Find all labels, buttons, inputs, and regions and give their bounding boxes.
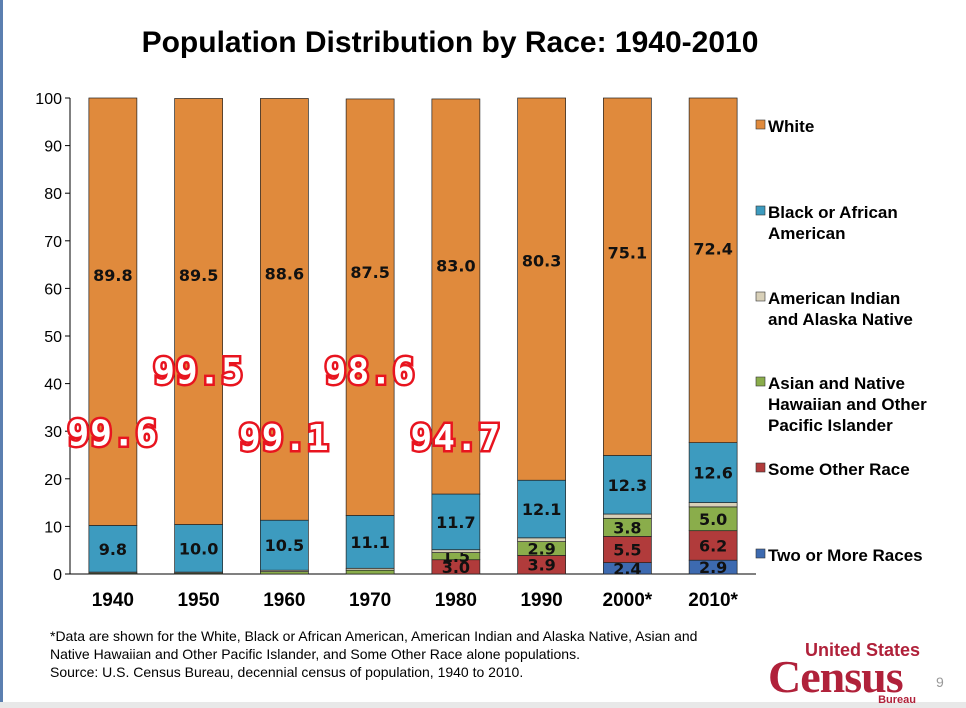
- page-number: 9: [936, 674, 944, 690]
- slide-bottom-border: [0, 702, 966, 708]
- bar-segment: [603, 97, 652, 456]
- slide-left-border: [0, 0, 3, 708]
- legend-label: Some Other Race: [768, 460, 910, 479]
- bar-data-label: 88.6: [265, 264, 304, 283]
- legend-swatch: [755, 548, 766, 559]
- footnote-line-2: Native Hawaiian and Other Pacific Island…: [50, 646, 580, 662]
- legend-swatch: [755, 376, 766, 387]
- bar-segment: [174, 98, 223, 525]
- census-bureau-logo: United States Census Bureau: [768, 640, 928, 706]
- x-tick-label: 1940: [92, 590, 134, 611]
- bar-data-label: 72.4: [693, 239, 732, 258]
- y-tick-label: 100: [35, 91, 62, 108]
- bar-segment: [688, 502, 738, 508]
- bar-data-label: 6.2: [699, 536, 727, 555]
- y-tick-label: 30: [44, 424, 62, 441]
- bar-segment: [260, 571, 309, 575]
- x-tick-label: 2010*: [688, 590, 738, 611]
- bar-segment: [88, 97, 138, 526]
- y-tick-label: 50: [44, 329, 62, 346]
- legend-label: American Indian and Alaska Native: [768, 289, 913, 329]
- bar-segment: [431, 98, 481, 495]
- x-tick-label: 2000*: [603, 590, 653, 611]
- bar-data-label: 10.5: [265, 536, 304, 555]
- legend-swatch: [755, 205, 766, 216]
- legend-label: White: [768, 117, 814, 136]
- y-tick-label: 10: [44, 519, 62, 536]
- chart-title: Population Distribution by Race: 1940-20…: [141, 26, 759, 59]
- bar-data-label: 2.9: [699, 558, 727, 577]
- x-tick-label: 1960: [263, 590, 305, 611]
- y-tick-label: 0: [53, 567, 62, 584]
- y-tick-label: 80: [44, 186, 62, 203]
- y-tick-label: 60: [44, 281, 62, 298]
- logo-main-text: Census: [768, 651, 904, 702]
- bar-data-label: 87.5: [350, 263, 389, 282]
- x-tick-label: 1980: [435, 590, 477, 611]
- bar-data-label: 5.5: [613, 540, 641, 559]
- bar-segment: [688, 530, 738, 561]
- bar-data-label: 2.9: [527, 540, 555, 559]
- bar-segment: [517, 479, 566, 539]
- legend-swatch: [755, 291, 766, 302]
- bar-data-label: 80.3: [522, 251, 561, 270]
- logo-top-text: United States: [804, 640, 920, 660]
- bar-data-label: 75.1: [608, 243, 647, 262]
- legend-swatch: [755, 119, 766, 130]
- footnote: *Data are shown for the White, Black or …: [50, 627, 810, 681]
- bar-data-label: 5.0: [699, 510, 727, 529]
- bar-segment: [88, 525, 138, 573]
- annotation-total-label: 98.6: [325, 352, 416, 393]
- bar-data-label: 89.5: [179, 266, 218, 285]
- annotation-total-label: 99.5: [153, 352, 244, 393]
- bar-data-label: 3.9: [527, 556, 555, 575]
- bar-segment: [517, 97, 566, 481]
- footnote-line-1: *Data are shown for the White, Black or …: [50, 628, 698, 644]
- y-tick-label: 40: [44, 377, 62, 394]
- logo-sub-text: Bureau: [878, 694, 916, 706]
- bar-segment: [260, 98, 309, 521]
- bar-segment: [517, 537, 566, 542]
- bar-data-label: 12.1: [522, 500, 561, 519]
- y-tick-label: 20: [44, 472, 62, 489]
- x-tick-label: 1950: [177, 590, 219, 611]
- bar-data-label: 11.7: [436, 513, 475, 532]
- bar-segment: [603, 455, 652, 515]
- bar-data-label: 11.1: [350, 533, 389, 552]
- bar-segment: [431, 549, 481, 553]
- stacked-bar-chart: 0 10 20 30 40 50 60 70 80 90 100 1940 1950 1960 1970 19…: [35, 91, 927, 611]
- legend-swatch: [755, 462, 766, 473]
- footnote-line-3: Source: U.S. Census Bureau, decennial ce…: [50, 664, 524, 680]
- bar-data-label: 12.3: [608, 476, 647, 495]
- x-tick-label: 1990: [520, 590, 562, 611]
- bar-segment: [345, 515, 395, 569]
- bar-segment: [345, 98, 395, 516]
- bar-data-label: 3.8: [613, 518, 641, 537]
- bar-data-label: 10.0: [179, 539, 218, 558]
- x-tick-label: 1970: [349, 590, 391, 611]
- bar-segment: [260, 519, 309, 571]
- bar-segment: [345, 569, 395, 575]
- legend-label: Asian and Native Hawaiian and Other Pacifi…: [768, 374, 927, 435]
- y-tick-label: 70: [44, 234, 62, 251]
- legend-label: Black or African American: [768, 203, 898, 243]
- bar-segment: [174, 524, 223, 573]
- y-tick-label: 90: [44, 139, 62, 156]
- bar-segment: [688, 97, 738, 443]
- bar-data-label: 3.0: [442, 558, 470, 577]
- bar-data-label: 89.8: [93, 266, 132, 285]
- bar-data-label: 12.6: [693, 464, 732, 483]
- annotation-total-label: 99.1: [239, 418, 330, 459]
- bar-data-label: 9.8: [99, 540, 127, 559]
- bar-data-label: 83.0: [436, 256, 475, 275]
- legend-label: Two or More Races: [768, 546, 923, 565]
- bar-segment: [603, 513, 652, 519]
- annotation-total-label: 99.6: [68, 413, 159, 454]
- bar-data-label: 2.4: [613, 559, 641, 578]
- bar-segment: [603, 536, 652, 563]
- annotation-total-label: 94.7: [411, 418, 502, 459]
